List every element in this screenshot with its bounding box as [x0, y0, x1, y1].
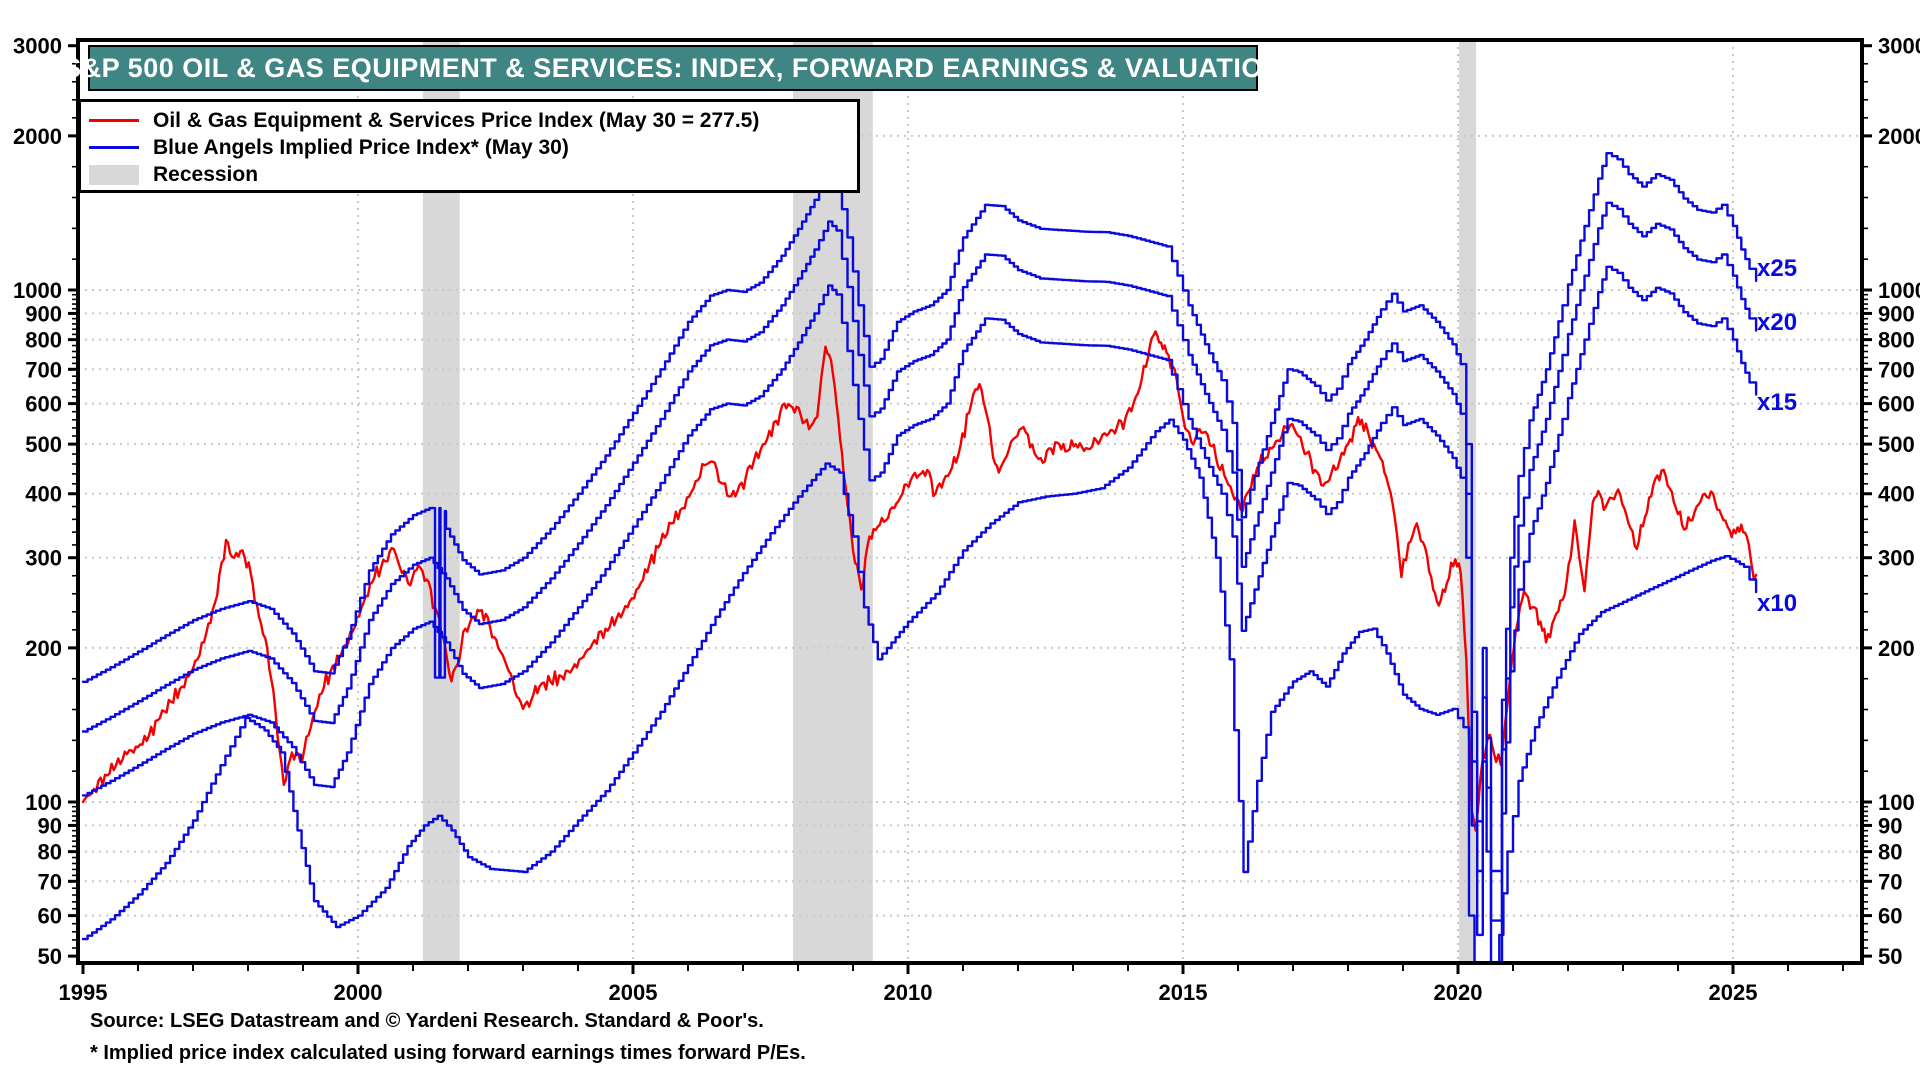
svg-text:3000: 3000: [1878, 34, 1920, 59]
x-axis-ticks: [81, 963, 1844, 974]
svg-text:500: 500: [1878, 432, 1915, 457]
blue-line-swatch: [89, 146, 139, 149]
svg-text:100: 100: [25, 790, 62, 815]
svg-text:1000: 1000: [13, 278, 62, 303]
axis-labels: 3000300020002000100010009009008008007007…: [13, 34, 1920, 1005]
recession-bars: [422, 40, 1477, 963]
blue-angels-x10-line: [81, 418, 1758, 963]
footnote: * Implied price index calculated using f…: [90, 1042, 806, 1064]
legend-label-blue-angels: Blue Angels Implied Price Index* (May 30…: [153, 135, 569, 159]
svg-text:60: 60: [1878, 904, 1902, 929]
svg-text:500: 500: [25, 432, 62, 457]
y-axis-ticks: [68, 44, 1872, 958]
multiple-label-x25: x25: [1757, 254, 1798, 282]
svg-text:200: 200: [25, 636, 62, 661]
source-note: Source: LSEG Datastream and © Yardeni Re…: [90, 1010, 764, 1032]
blue-angels-x15-line: [81, 265, 1758, 963]
svg-text:50: 50: [38, 944, 62, 969]
svg-text:300: 300: [25, 546, 62, 571]
svg-text:800: 800: [25, 328, 62, 353]
svg-text:400: 400: [25, 482, 62, 507]
svg-text:2000: 2000: [13, 124, 62, 149]
svg-text:70: 70: [38, 869, 62, 894]
chart-title: S&P 500 OIL & GAS EQUIPMENT & SERVICES: …: [63, 52, 1283, 83]
red-line-swatch: [89, 119, 139, 122]
svg-text:60: 60: [38, 904, 62, 929]
svg-text:2020: 2020: [1434, 980, 1483, 1005]
svg-text:2005: 2005: [609, 980, 658, 1005]
svg-text:90: 90: [38, 813, 62, 838]
plot-frame: [76, 38, 1864, 965]
svg-text:200: 200: [1878, 636, 1915, 661]
title-banner: S&P 500 OIL & GAS EQUIPMENT & SERVICES: …: [63, 45, 1282, 91]
svg-text:70: 70: [1878, 869, 1902, 894]
legend-label-price-index: Oil & Gas Equipment & Services Price Ind…: [153, 108, 760, 132]
multiple-label-x10: x10: [1757, 590, 1798, 618]
svg-text:2000: 2000: [334, 980, 383, 1005]
svg-text:700: 700: [25, 357, 62, 382]
svg-text:600: 600: [1878, 392, 1915, 417]
svg-text:90: 90: [1878, 813, 1902, 838]
multiple-label-x20: x20: [1757, 308, 1798, 336]
svg-text:400: 400: [1878, 482, 1915, 507]
svg-text:3000: 3000: [13, 34, 62, 59]
svg-text:2025: 2025: [1709, 980, 1758, 1005]
blue-angels-x25-line: [81, 152, 1758, 873]
svg-text:300: 300: [1878, 546, 1915, 571]
svg-text:800: 800: [1878, 328, 1915, 353]
svg-text:2015: 2015: [1159, 980, 1208, 1005]
svg-text:1995: 1995: [59, 980, 108, 1005]
svg-text:80: 80: [1878, 840, 1902, 865]
multiple-label-x15: x15: [1757, 388, 1798, 416]
recession-swatch: [89, 164, 139, 185]
svg-text:600: 600: [25, 392, 62, 417]
blue-angels-x20-line: [81, 201, 1758, 922]
legend-item-blue-angels: Blue Angels Implied Price Index* (May 30…: [89, 134, 857, 161]
svg-text:700: 700: [1878, 357, 1915, 382]
svg-text:2000: 2000: [1878, 124, 1920, 149]
svg-text:100: 100: [1878, 790, 1915, 815]
price-index-line: [81, 330, 1758, 832]
svg-text:2010: 2010: [884, 980, 933, 1005]
legend-item-price-index: Oil & Gas Equipment & Services Price Ind…: [89, 107, 857, 134]
svg-text:900: 900: [25, 301, 62, 326]
legend-item-recession: Recession: [89, 161, 857, 188]
svg-text:50: 50: [1878, 944, 1902, 969]
legend-label-recession: Recession: [153, 162, 259, 186]
svg-text:1000: 1000: [1878, 278, 1920, 303]
svg-text:900: 900: [1878, 301, 1915, 326]
legend-box: Oil & Gas Equipment & Services Price Ind…: [78, 99, 860, 193]
svg-text:80: 80: [38, 840, 62, 865]
